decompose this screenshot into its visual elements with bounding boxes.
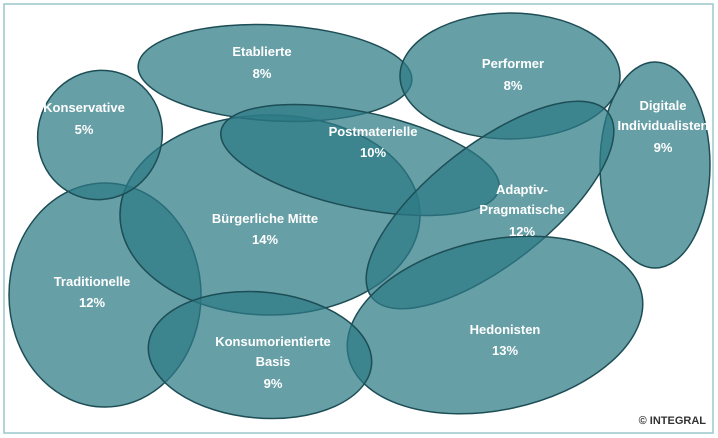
label: Pragmatische: [479, 202, 564, 217]
label: Basis: [256, 354, 291, 369]
share: 9%: [264, 376, 283, 391]
labels: Konservative 5% Etablierte 8% Performer …: [43, 44, 708, 391]
label: Postmaterielle: [329, 124, 418, 139]
share: 12%: [79, 295, 105, 310]
share: 8%: [253, 66, 272, 81]
label: Performer: [482, 56, 544, 71]
share: 14%: [252, 232, 278, 247]
share: 9%: [654, 140, 673, 155]
share: 13%: [492, 343, 518, 358]
blobs: [8, 12, 711, 420]
label: Konservative: [43, 100, 125, 115]
share: 5%: [75, 122, 94, 137]
label: Konsumorientierte: [215, 334, 331, 349]
label: Adaptiv-: [496, 182, 548, 197]
share: 8%: [504, 78, 523, 93]
label: Digitale: [640, 98, 687, 113]
label: Individualisten: [617, 118, 708, 133]
label: Traditionelle: [54, 274, 131, 289]
share: 12%: [509, 224, 535, 239]
copyright: © INTEGRAL: [639, 415, 707, 427]
label: Hedonisten: [470, 322, 541, 337]
label: Bürgerliche Mitte: [212, 211, 318, 226]
blob-konsumorientierte: [147, 290, 373, 420]
label: Etablierte: [232, 44, 291, 59]
share: 10%: [360, 145, 386, 160]
blob-digitale: [599, 61, 711, 269]
blob-konservative: [36, 69, 164, 201]
